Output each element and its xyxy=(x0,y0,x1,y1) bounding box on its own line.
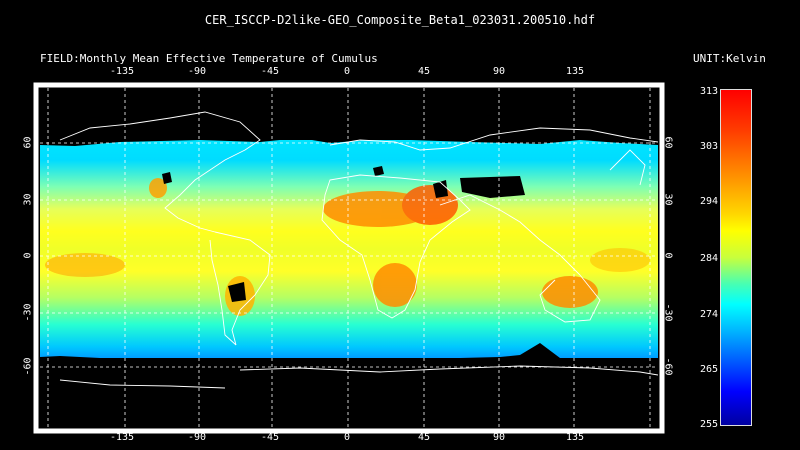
map-title: CER_ISCCP-D2like-GEO_Composite_Beta1_023… xyxy=(204,13,596,27)
lon-tick-top: 135 xyxy=(566,66,585,77)
colorbar-tick: 265 xyxy=(699,364,718,375)
lat-tick-right: -30 xyxy=(662,303,674,322)
lon-tick-top: 0 xyxy=(344,66,351,77)
map-frame xyxy=(33,82,665,434)
colorbar xyxy=(720,89,752,426)
lon-tick-top: 45 xyxy=(418,66,431,77)
graticule xyxy=(40,88,658,428)
lat-tick-left: -30 xyxy=(22,303,34,322)
lon-tick-top: 90 xyxy=(493,66,506,77)
coastlines xyxy=(59,111,658,389)
colorbar-tick: 313 xyxy=(699,86,718,97)
colorbar-tick: 284 xyxy=(699,253,718,264)
lon-tick-bottom: 90 xyxy=(493,432,506,443)
lat-tick-left: 30 xyxy=(22,193,34,206)
lon-tick-bottom: -90 xyxy=(188,432,207,443)
lon-tick-bottom: 135 xyxy=(566,432,585,443)
colorbar-tick: 303 xyxy=(699,141,718,152)
colorbar-tick: 294 xyxy=(699,196,718,207)
lat-tick-left: 60 xyxy=(22,136,34,149)
lon-tick-bottom: -45 xyxy=(261,432,280,443)
lat-tick-left: -60 xyxy=(22,357,34,376)
lat-tick-right: 30 xyxy=(662,193,674,206)
lon-tick-top: -45 xyxy=(261,66,280,77)
lon-tick-bottom: -135 xyxy=(110,432,135,443)
unit-label: UNIT:Kelvin xyxy=(693,52,766,65)
colorbar-tick: 274 xyxy=(699,309,718,320)
lat-tick-right: -60 xyxy=(662,357,674,376)
lon-tick-bottom: 0 xyxy=(344,432,351,443)
lon-tick-top: -90 xyxy=(188,66,207,77)
colorbar-tick: 255 xyxy=(699,419,718,430)
lat-tick-right: 60 xyxy=(662,136,674,149)
lat-tick-right: 0 xyxy=(662,252,674,259)
lat-tick-left: 0 xyxy=(22,252,34,259)
no-data-patches xyxy=(40,88,658,428)
lon-tick-bottom: 45 xyxy=(418,432,431,443)
data-field xyxy=(40,138,658,360)
field-label: FIELD:Monthly Mean Effective Temperature… xyxy=(40,52,378,65)
lon-tick-top: -135 xyxy=(110,66,135,77)
